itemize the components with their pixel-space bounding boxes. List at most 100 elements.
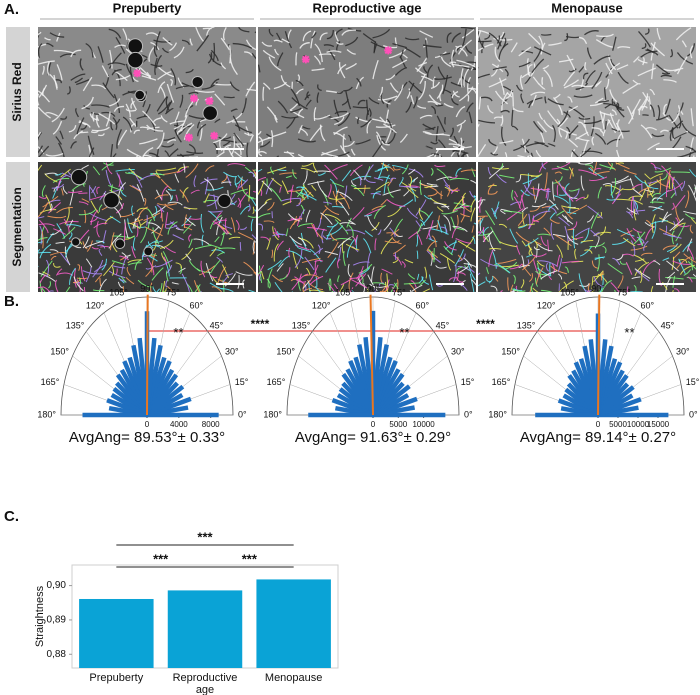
fiber bbox=[455, 167, 462, 177]
fiber bbox=[480, 258, 499, 267]
fiber bbox=[113, 105, 125, 112]
angle-label: 165° bbox=[41, 377, 60, 387]
fiber bbox=[78, 121, 91, 128]
fiber bbox=[670, 49, 673, 58]
fiber bbox=[314, 285, 321, 292]
fiber bbox=[440, 190, 442, 200]
fiber bbox=[56, 268, 63, 276]
fiber bbox=[38, 237, 48, 241]
fiber bbox=[207, 210, 223, 213]
fiber bbox=[528, 247, 532, 256]
fiber bbox=[431, 235, 437, 248]
fiber bbox=[311, 67, 325, 71]
fiber bbox=[218, 136, 232, 140]
fiber bbox=[638, 31, 651, 48]
fiber bbox=[368, 97, 380, 105]
fiber bbox=[332, 238, 352, 241]
fiber bbox=[649, 88, 656, 96]
fiber bbox=[183, 214, 187, 228]
fiber bbox=[115, 203, 125, 214]
fiber bbox=[151, 252, 156, 273]
fiber bbox=[326, 50, 342, 53]
fiber bbox=[509, 228, 519, 244]
fiber bbox=[337, 237, 351, 249]
fiber bbox=[466, 102, 474, 113]
fiber bbox=[161, 143, 175, 148]
fiber bbox=[286, 117, 296, 129]
fiber bbox=[584, 30, 599, 36]
fiber bbox=[626, 207, 638, 215]
fiber bbox=[274, 227, 280, 238]
fiber bbox=[299, 127, 309, 136]
fiber bbox=[419, 30, 434, 38]
fiber bbox=[542, 64, 550, 70]
fiber bbox=[592, 273, 605, 278]
fiber bbox=[366, 110, 370, 120]
fiber bbox=[270, 130, 274, 148]
fiber bbox=[478, 216, 486, 224]
fiber bbox=[175, 85, 189, 90]
fiber bbox=[42, 286, 50, 292]
fiber bbox=[295, 190, 306, 201]
fiber bbox=[130, 123, 136, 133]
fiber bbox=[547, 143, 556, 147]
fiber bbox=[392, 164, 407, 170]
fiber bbox=[535, 150, 542, 157]
fiber bbox=[39, 209, 57, 214]
angle-label: 30° bbox=[451, 346, 465, 356]
fiber bbox=[335, 41, 344, 45]
fiber bbox=[609, 162, 613, 171]
fiber bbox=[441, 210, 458, 215]
fiber bbox=[51, 107, 65, 123]
fiber bbox=[488, 275, 494, 284]
fiber bbox=[349, 273, 364, 279]
fiber bbox=[346, 49, 356, 55]
fiber bbox=[136, 207, 148, 212]
fiber bbox=[544, 172, 548, 191]
fiber bbox=[392, 42, 407, 49]
fiber bbox=[51, 183, 65, 189]
fiber bbox=[453, 135, 459, 144]
fiber bbox=[423, 194, 432, 200]
fiber bbox=[551, 162, 571, 170]
fiber bbox=[516, 244, 521, 255]
fiber bbox=[499, 209, 506, 215]
fiber bbox=[329, 178, 338, 195]
fiber bbox=[341, 169, 352, 182]
marker-asterisk bbox=[301, 55, 310, 64]
fiber bbox=[530, 173, 543, 177]
fiber bbox=[82, 270, 102, 275]
fiber bbox=[221, 264, 230, 279]
fiber bbox=[153, 117, 162, 123]
fiber bbox=[534, 277, 539, 287]
fiber bbox=[528, 213, 531, 229]
fiber bbox=[383, 219, 393, 231]
fiber bbox=[617, 275, 624, 289]
fiber bbox=[578, 121, 586, 128]
fiber bbox=[634, 201, 639, 215]
fiber bbox=[121, 252, 129, 259]
fiber bbox=[85, 42, 94, 58]
fiber bbox=[513, 196, 521, 210]
fiber bbox=[190, 189, 200, 194]
fiber bbox=[45, 259, 50, 278]
fiber bbox=[271, 211, 274, 219]
fiber bbox=[398, 176, 404, 186]
fiber bbox=[45, 112, 58, 117]
fiber bbox=[183, 206, 191, 211]
fiber bbox=[450, 216, 456, 231]
fiber bbox=[675, 256, 692, 270]
fiber bbox=[676, 56, 688, 75]
fiber bbox=[535, 248, 538, 259]
fiber bbox=[616, 64, 629, 71]
fiber bbox=[248, 184, 251, 202]
fiber bbox=[289, 103, 299, 111]
fiber bbox=[258, 177, 267, 182]
fiber bbox=[419, 114, 433, 119]
fiber bbox=[568, 106, 585, 118]
fiber bbox=[598, 288, 601, 292]
fiber bbox=[549, 262, 552, 277]
fiber bbox=[184, 100, 195, 118]
fiber bbox=[418, 81, 426, 101]
fiber bbox=[176, 166, 188, 174]
